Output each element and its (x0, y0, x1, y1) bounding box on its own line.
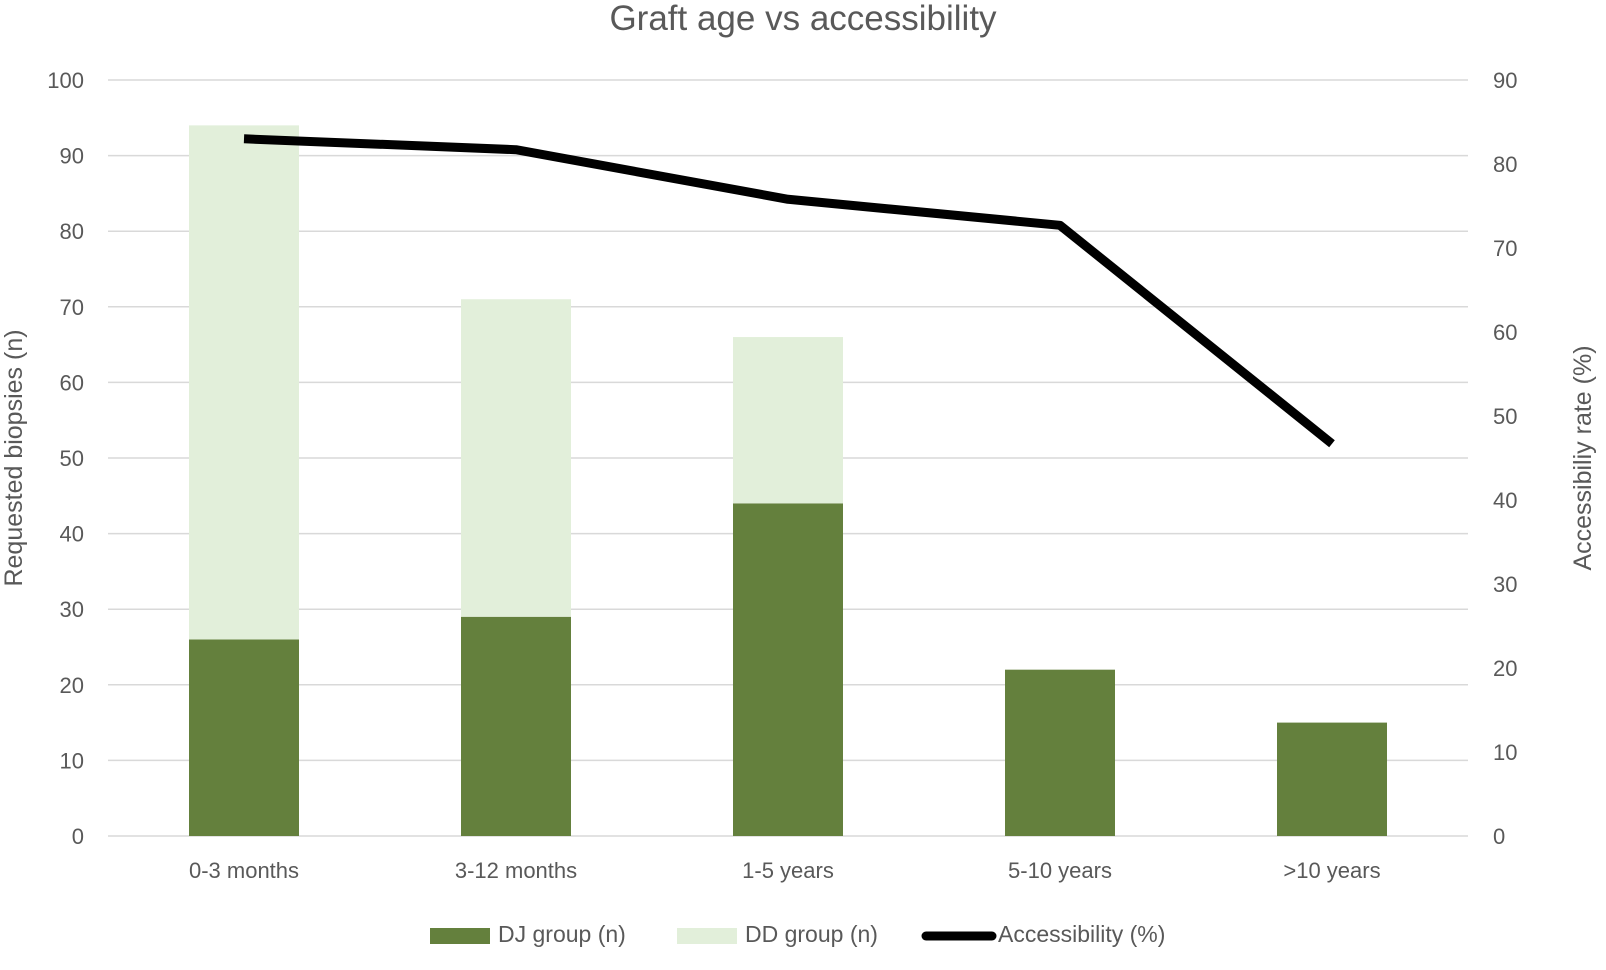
legend-label: DJ group (n) (498, 921, 626, 947)
left-tick-label: 10 (60, 748, 84, 773)
x-tick-label: 0-3 months (189, 858, 299, 883)
legend-label: DD group (n) (745, 921, 878, 947)
chart-title: Graft age vs accessibility (609, 0, 997, 38)
bar-dj (1005, 669, 1115, 836)
right-tick-label: 10 (1493, 740, 1517, 765)
left-tick-label: 80 (60, 219, 84, 244)
left-axis-ticks: 0 10 20 30 40 50 60 70 80 90 100 (47, 68, 84, 849)
x-axis-ticks: 0-3 months 3-12 months 1-5 years 5-10 years… (189, 858, 1381, 883)
x-tick-label: 1-5 years (742, 858, 834, 883)
bar-dj (1277, 722, 1387, 836)
legend-swatch (677, 928, 737, 944)
bar-dd (733, 337, 843, 504)
bars (189, 125, 1387, 836)
bar-dj (733, 503, 843, 836)
left-tick-label: 70 (60, 295, 84, 320)
left-tick-label: 50 (60, 446, 84, 471)
right-axis-title: Accessibiliy rate (%) (1569, 345, 1597, 570)
right-tick-label: 40 (1493, 488, 1517, 513)
right-tick-label: 90 (1493, 68, 1517, 93)
left-tick-label: 30 (60, 597, 84, 622)
left-tick-label: 20 (60, 673, 84, 698)
x-tick-label: >10 years (1283, 858, 1380, 883)
right-tick-label: 80 (1493, 152, 1517, 177)
legend-label: Accessibility (%) (998, 921, 1165, 947)
left-tick-label: 40 (60, 522, 84, 547)
accessibility-line-series (243, 134, 1335, 448)
right-tick-label: 0 (1493, 824, 1505, 849)
legend: DJ group (n) DD group (n) Accessibility (%… (430, 921, 1165, 947)
bar-dj (461, 616, 571, 836)
right-tick-label: 70 (1493, 236, 1517, 261)
right-tick-label: 20 (1493, 656, 1517, 681)
left-axis-title: Requested biopsies (n) (0, 329, 28, 586)
x-tick-label: 5-10 years (1008, 858, 1112, 883)
legend-swatch (430, 928, 490, 944)
right-tick-label: 60 (1493, 320, 1517, 345)
bar-dd (189, 125, 299, 640)
right-tick-label: 30 (1493, 572, 1517, 597)
left-tick-label: 0 (72, 824, 84, 849)
left-tick-label: 60 (60, 370, 84, 395)
right-tick-label: 50 (1493, 404, 1517, 429)
bar-dj (189, 639, 299, 836)
left-tick-label: 90 (60, 144, 84, 169)
bar-dd (461, 299, 571, 617)
x-tick-label: 3-12 months (455, 858, 577, 883)
right-axis-ticks: 0 10 20 30 40 50 60 70 80 90 (1493, 68, 1517, 849)
left-tick-label: 100 (47, 68, 84, 93)
